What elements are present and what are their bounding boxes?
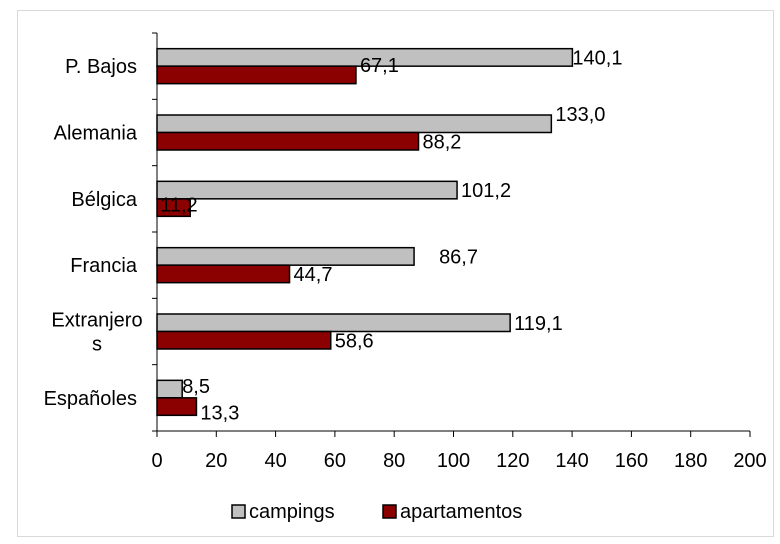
legend-label-campings: campings: [249, 501, 335, 523]
bar-apartamentos: [156, 198, 191, 218]
data-label-apartamentos: 13,3: [200, 403, 239, 425]
x-tick-label: 60: [324, 450, 346, 472]
chart-area-border: [17, 10, 774, 537]
x-tick-label: 120: [496, 450, 529, 472]
bar-apartamentos: [156, 330, 332, 350]
bar-apartamentos: [156, 397, 198, 417]
category-label-line: s: [92, 334, 102, 356]
x-tick-label: 200: [733, 450, 766, 472]
bar-campings: [156, 246, 415, 266]
plot-area: 0 20 40 60 80 100 120 140 160 180 200 140,1 67,1 P. B…: [44, 32, 767, 472]
bar-apartamentos: [156, 65, 357, 85]
category-label: P. Bajos: [65, 56, 137, 78]
x-tick-label: 100: [437, 450, 470, 472]
category-label: Francia: [70, 255, 138, 277]
data-label-apartamentos: 88,2: [423, 131, 462, 153]
bar-campings: [156, 180, 458, 200]
legend-swatch-apartamentos: [382, 504, 397, 519]
x-tick-label: 140: [555, 450, 588, 472]
bar-campings: [156, 313, 511, 333]
category-label-line: Extranjero: [51, 310, 142, 332]
data-label-campings: 133,0: [555, 104, 605, 126]
category-label: Españoles: [44, 388, 137, 410]
x-tick-label: 0: [151, 450, 162, 472]
bar-campings: [156, 114, 553, 134]
legend: campings apartamentos: [231, 501, 522, 523]
x-tick-label: 20: [205, 450, 227, 472]
bar-campings: [156, 379, 183, 399]
data-label-campings: 119,1: [514, 313, 563, 335]
category-label: Bélgica: [71, 189, 137, 211]
data-label-apartamentos: 67,1: [360, 55, 399, 77]
data-label-apartamentos: 11,2: [160, 195, 197, 217]
legend-label-apartamentos: apartamentos: [400, 501, 522, 523]
category-label: Alemania: [54, 123, 138, 145]
bar-apartamentos: [156, 264, 291, 284]
x-tick-label: 80: [383, 450, 405, 472]
data-label-campings: 140,1: [572, 47, 622, 69]
data-label-campings: 8,5: [182, 376, 210, 398]
data-label-campings: 101,2: [461, 180, 511, 202]
data-label-apartamentos: 58,6: [335, 330, 374, 352]
data-label-campings: 86,7: [439, 246, 478, 268]
x-tick-label: 180: [674, 450, 707, 472]
x-tick-label: 160: [615, 450, 648, 472]
category-label: Extranjero s: [51, 310, 142, 356]
bar-campings: [156, 47, 574, 67]
data-label-apartamentos: 44,7: [294, 264, 333, 286]
x-tick-label: 40: [264, 450, 286, 472]
legend-swatch-campings: [231, 504, 246, 519]
bar-apartamentos: [156, 131, 420, 151]
